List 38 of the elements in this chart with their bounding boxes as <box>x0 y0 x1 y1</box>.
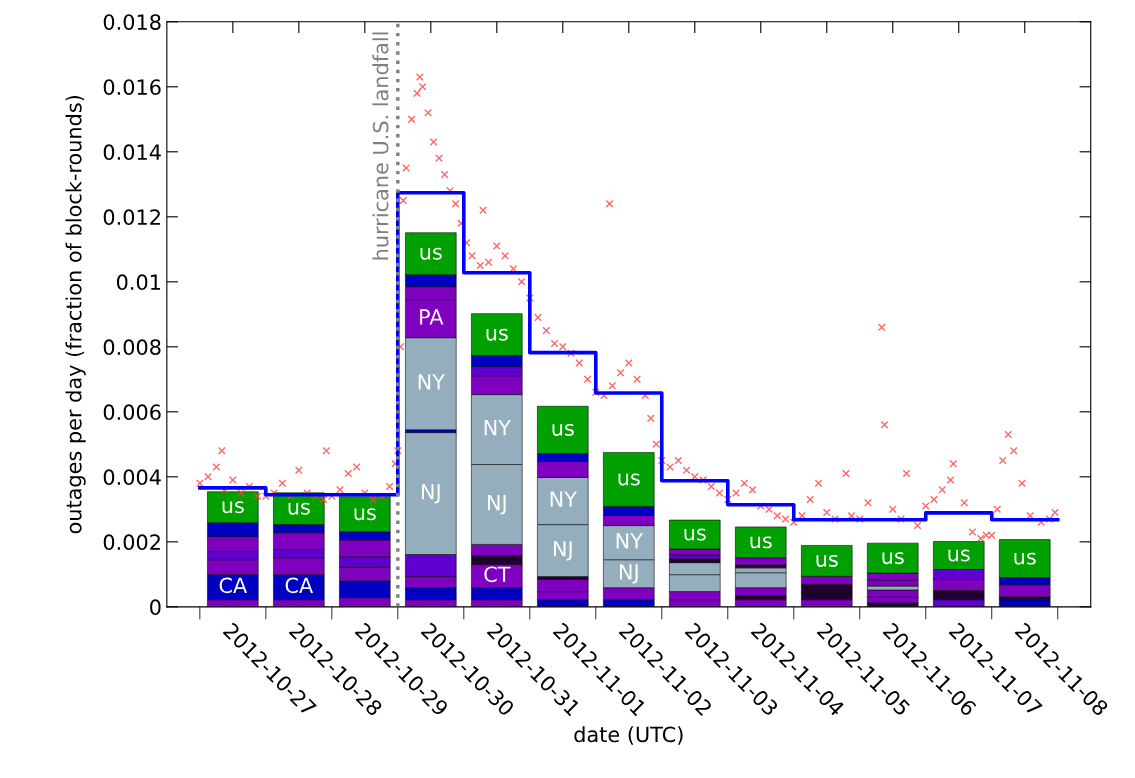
data-label: NJ <box>487 495 506 515</box>
data-label: CA <box>285 577 314 594</box>
y-tick-label: 0.006 <box>103 404 161 421</box>
y-tick-label: 0.014 <box>103 144 161 161</box>
data-label: NJ <box>553 541 572 561</box>
data-label: CT <box>484 566 511 583</box>
data-label: NJ <box>619 564 638 584</box>
y-tick-label: 0 <box>150 599 161 616</box>
y-tick-label: 0.004 <box>103 469 161 486</box>
data-label: PA <box>420 309 444 325</box>
data-label: us <box>486 328 508 341</box>
data-label: us <box>1014 552 1036 565</box>
data-label: CA <box>219 577 248 594</box>
data-label: NJ <box>421 484 440 504</box>
data-label: NY <box>616 533 643 549</box>
data-label: us <box>552 423 574 436</box>
data-label: us <box>288 502 310 515</box>
y-tick-label: 0.018 <box>103 14 161 30</box>
data-label: us <box>750 536 772 549</box>
data-label: us <box>816 554 838 567</box>
data-label: us <box>684 528 706 541</box>
data-label: us <box>354 508 376 521</box>
y-tick-label: 0.016 <box>103 79 161 95</box>
y-tick-label: 0.002 <box>103 534 160 551</box>
data-label: us <box>420 247 442 260</box>
x-axis-title: date (UTC) <box>574 726 683 745</box>
data-label: us <box>948 549 970 562</box>
ref-line-label: hurricane U.S. landfall <box>372 32 389 260</box>
data-label: us <box>222 501 244 514</box>
y-tick-label: 0.012 <box>103 209 160 226</box>
y-tick-label: 0.01 <box>116 274 161 291</box>
data-label: us <box>882 552 904 565</box>
data-label: NY <box>418 374 446 390</box>
data-label: NY <box>550 491 577 507</box>
data-label: us <box>618 473 640 486</box>
y-tick-label: 0.008 <box>103 339 161 356</box>
data-label: NY <box>484 420 511 436</box>
y-axis-title: outages per day (fraction of block-rounds) <box>65 95 86 534</box>
